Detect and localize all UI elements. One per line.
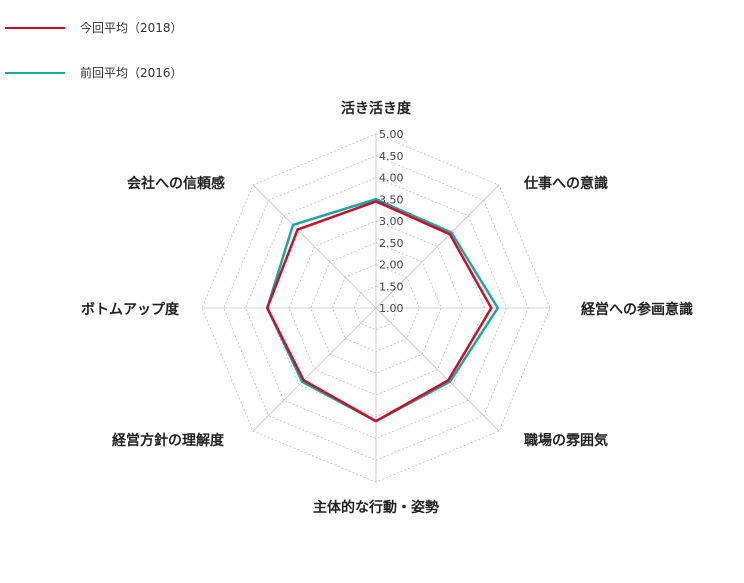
axis-label: 主体的な行動・姿勢 <box>313 499 439 516</box>
spoke-line <box>375 184 500 309</box>
grid-ring <box>288 220 464 396</box>
spoke-line <box>252 307 377 432</box>
series-layer <box>266 198 500 423</box>
tick-label: 4.50 <box>379 150 404 163</box>
axis-label: ボトムアップ度 <box>81 301 180 318</box>
tick-label: 2.50 <box>379 237 404 250</box>
grid-ring <box>223 155 529 461</box>
axis-label: 経営方針の理解度 <box>112 432 225 449</box>
legend-label: 今回平均（2018） <box>80 20 183 35</box>
tick-label: 1.50 <box>379 280 404 293</box>
axis-label: 会社への信頼感 <box>127 175 225 192</box>
series-line-0 <box>266 200 493 423</box>
radar-spokes <box>202 134 550 482</box>
legend-label: 前回平均（2016） <box>80 65 183 80</box>
spoke-line <box>375 307 500 432</box>
tick-label: 1.00 <box>379 302 404 315</box>
tick-label: 3.50 <box>379 193 404 206</box>
tick-label: 5.00 <box>379 128 404 141</box>
axis-label: 仕事への意識 <box>523 175 608 192</box>
tick-label: 3.00 <box>379 215 404 228</box>
tick-label: 4.00 <box>379 172 404 185</box>
axis-label: 職場の雰囲気 <box>524 432 608 449</box>
axis-label: 活き活き度 <box>341 100 412 117</box>
axis-label: 経営への参画意識 <box>581 301 693 318</box>
tick-labels: 1.00 1.50 2.00 2.50 3.00 3.50 4.00 4.50 5.00 <box>379 128 404 315</box>
grid-ring <box>310 242 442 374</box>
spoke-line <box>252 184 377 309</box>
legend: 今回平均（2018） 前回平均（2016） <box>5 20 183 80</box>
tick-label: 2.00 <box>379 259 404 272</box>
grid-ring <box>245 177 507 439</box>
